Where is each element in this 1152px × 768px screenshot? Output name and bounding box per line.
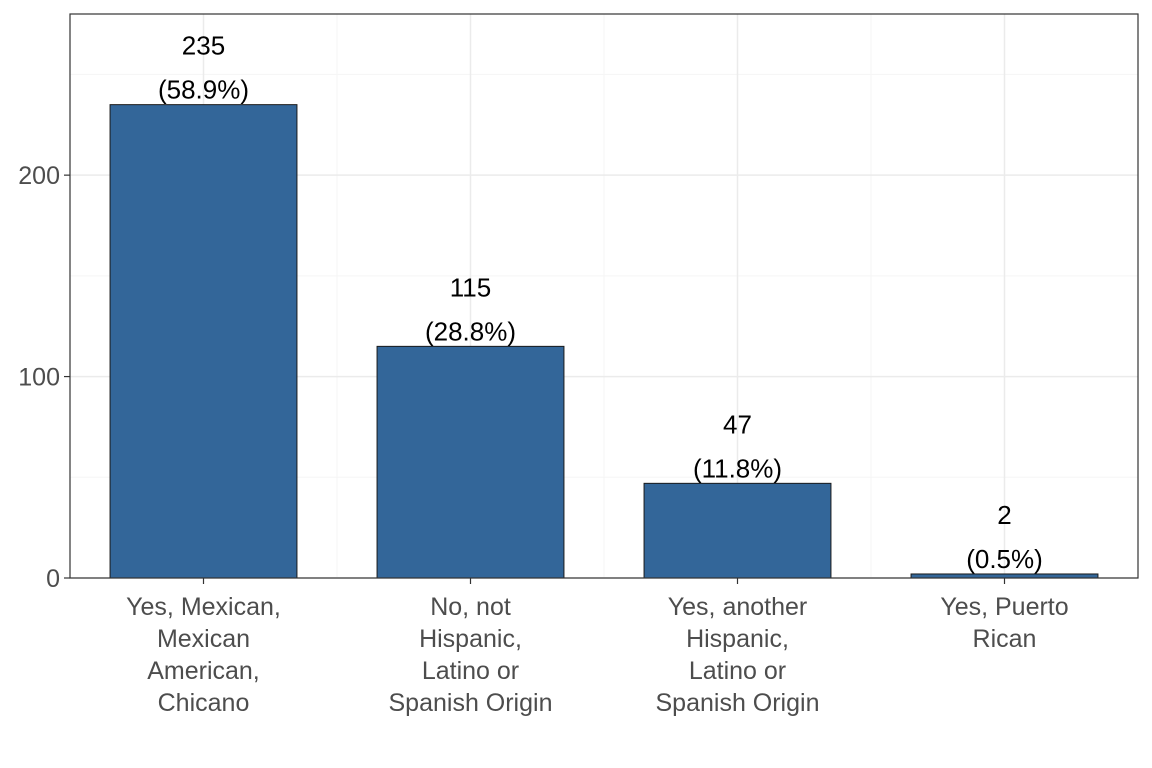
x-axis: Yes, Mexican, Mexican American, Chicano No, … xyxy=(126,578,1069,717)
x-tick-label-line: Latino or xyxy=(422,657,519,685)
x-tick-label: Yes, Mexican, Mexican American, Chicano xyxy=(126,593,281,717)
value-label: 115 xyxy=(450,272,491,302)
x-tick-label-line: Yes, Puerto xyxy=(940,593,1068,621)
data-labels: 235 (58.9%) 115 (28.8%) 47 (11.8%) 2 (0.5%) xyxy=(158,31,1043,574)
x-tick-label-line: Latino or xyxy=(689,657,786,685)
x-tick-label-line: American, xyxy=(147,657,260,685)
x-tick-label-line: Rican xyxy=(973,625,1037,653)
percent-label: (0.5%) xyxy=(966,544,1043,574)
bar xyxy=(910,573,1099,579)
x-tick-label-line: Spanish Origin xyxy=(656,689,820,717)
y-tick-label: 100 xyxy=(18,364,60,392)
bar xyxy=(109,104,298,579)
y-tick-label: 0 xyxy=(46,565,60,593)
bar xyxy=(643,482,832,579)
bar xyxy=(376,345,565,579)
x-tick-label-line: Yes, another xyxy=(668,593,807,621)
bars xyxy=(109,104,1099,579)
x-tick-label: No, not Hispanic, Latino or Spanish Origin xyxy=(389,593,553,717)
x-tick-label-line: Chicano xyxy=(158,689,250,717)
x-tick-label: Yes, another Hispanic, Latino or Spanish Or… xyxy=(656,593,820,717)
value-label: 47 xyxy=(723,409,752,439)
x-tick-label-line: Yes, Mexican, xyxy=(126,593,281,621)
x-tick-label-line: Mexican xyxy=(157,625,250,653)
percent-label: (11.8%) xyxy=(693,453,782,483)
percent-label: (28.8%) xyxy=(425,316,516,346)
x-tick-label-line: Spanish Origin xyxy=(389,689,553,717)
x-tick-label-line: Hispanic, xyxy=(686,625,789,653)
x-tick-label-line: No, not xyxy=(430,593,511,621)
value-label: 2 xyxy=(997,500,1011,530)
y-axis: 0 100 200 xyxy=(18,162,70,593)
panel-border xyxy=(69,13,1139,579)
value-label: 235 xyxy=(182,31,225,61)
x-tick-label-line: Hispanic, xyxy=(419,625,522,653)
y-tick-label: 200 xyxy=(18,162,60,190)
percent-label: (58.9%) xyxy=(158,75,249,105)
x-tick-label: Yes, Puerto Rican xyxy=(940,593,1068,653)
